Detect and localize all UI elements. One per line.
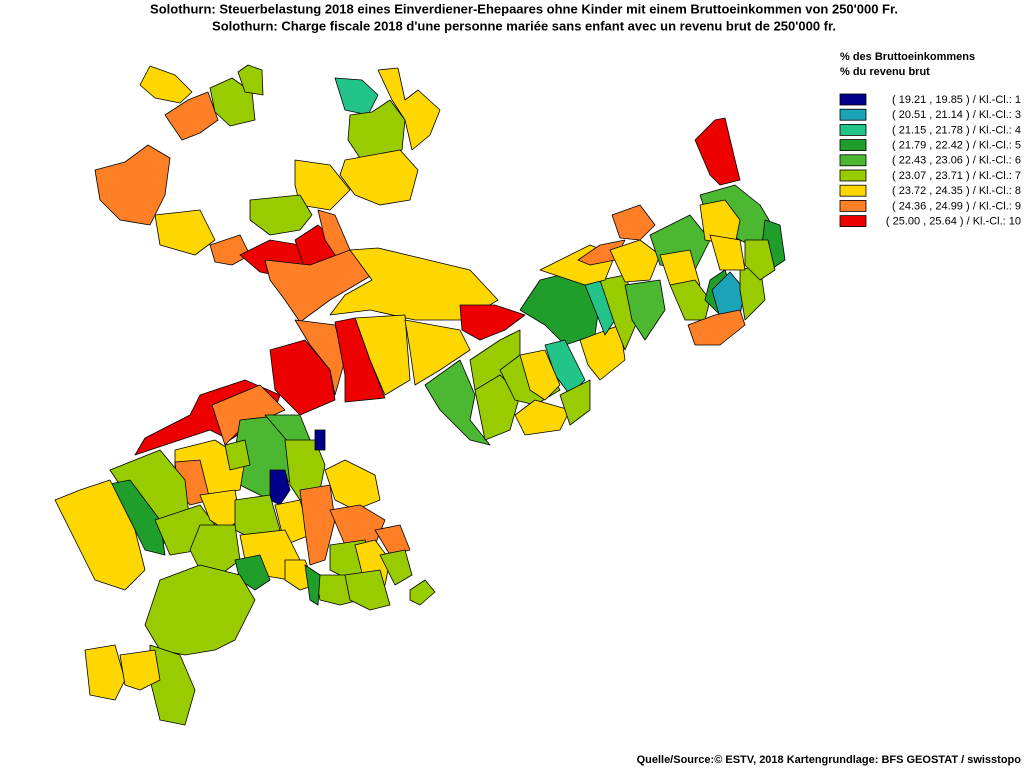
municipality [559, 379, 591, 426]
municipality [347, 99, 406, 159]
municipality [149, 644, 196, 726]
municipality [224, 439, 251, 471]
municipality [119, 649, 161, 691]
municipality [304, 564, 321, 606]
municipality [694, 117, 741, 186]
legend-label: ( 23.07 , 23.71 ) / Kl.-Cl.: 7 [892, 170, 1021, 182]
legend-title: % du revenu brut [840, 66, 930, 78]
municipality [164, 91, 219, 141]
municipality [144, 564, 256, 656]
municipality [324, 459, 381, 511]
legend-title: % des Bruttoeinkommens [840, 51, 975, 63]
municipality [249, 194, 313, 236]
legend-label: ( 19.21 , 19.85 ) / Kl.-Cl.: 1 [892, 94, 1021, 106]
municipality [699, 199, 741, 246]
legend-swatch [839, 184, 867, 197]
source: Quelle/Source:© ESTV, 2018 Kartengrundla… [637, 754, 1022, 766]
legend-label: ( 25.00 , 25.64 ) / Kl.-Cl.: 10 [886, 216, 1021, 228]
municipality [474, 374, 521, 441]
municipality [334, 77, 379, 116]
municipality [514, 399, 571, 436]
map [54, 64, 786, 726]
municipality [744, 239, 776, 281]
municipality [404, 319, 471, 386]
municipality [294, 159, 351, 211]
municipality [209, 77, 256, 127]
legend-swatch [839, 93, 867, 106]
municipality [687, 309, 746, 346]
municipality [334, 317, 386, 403]
municipality [709, 234, 746, 271]
legend-label: ( 23.72 , 24.35 ) / Kl.-Cl.: 8 [892, 185, 1021, 197]
municipality [579, 324, 626, 381]
municipality [659, 249, 701, 286]
legend-swatch [839, 139, 867, 152]
municipality [377, 67, 441, 151]
municipality [209, 234, 251, 266]
municipality [339, 149, 419, 206]
legend-swatch [839, 199, 867, 212]
municipality [54, 479, 146, 591]
municipality [609, 239, 661, 283]
municipality [84, 644, 126, 701]
legend-swatch [839, 124, 867, 136]
legend-swatch [839, 215, 867, 228]
municipality [329, 247, 499, 321]
municipality [409, 579, 436, 606]
municipality [154, 209, 216, 256]
municipality [344, 569, 391, 611]
legend-label: ( 22.43 , 23.06 ) / Kl.-Cl.: 6 [892, 155, 1021, 167]
municipality [94, 144, 171, 226]
municipality [314, 429, 326, 451]
legend-swatch [839, 108, 867, 121]
municipality [624, 279, 666, 341]
municipality [611, 204, 656, 241]
municipality [379, 549, 413, 586]
legend-swatch [839, 169, 867, 182]
municipality [139, 65, 193, 104]
municipality [329, 504, 386, 546]
municipality [237, 64, 264, 96]
legend: ( 19.21 , 19.85 ) / Kl.-Cl.: 1 ( 20.51 , … [839, 93, 1021, 228]
legend-label: ( 20.51 , 21.14 ) / Kl.-Cl.: 3 [892, 109, 1021, 121]
legend-swatch [839, 154, 867, 167]
municipality [374, 524, 411, 556]
title: Solothurn: Charge fiscale 2018 d'une per… [212, 18, 836, 33]
municipality [459, 304, 526, 341]
legend-label: ( 21.79 , 22.42 ) / Kl.-Cl.: 5 [892, 140, 1021, 152]
municipality [264, 249, 376, 323]
title: Solothurn: Steuerbelastung 2018 eines Ei… [150, 1, 898, 16]
municipality [424, 359, 491, 446]
municipality [519, 269, 601, 346]
municipality [519, 349, 561, 401]
municipality [269, 339, 336, 416]
legend-label: ( 24.36 , 24.99 ) / Kl.-Cl.: 9 [892, 200, 1021, 212]
legend-label: ( 21.15 , 21.78 ) / Kl.-Cl.: 4 [892, 124, 1021, 136]
municipality [669, 279, 711, 321]
